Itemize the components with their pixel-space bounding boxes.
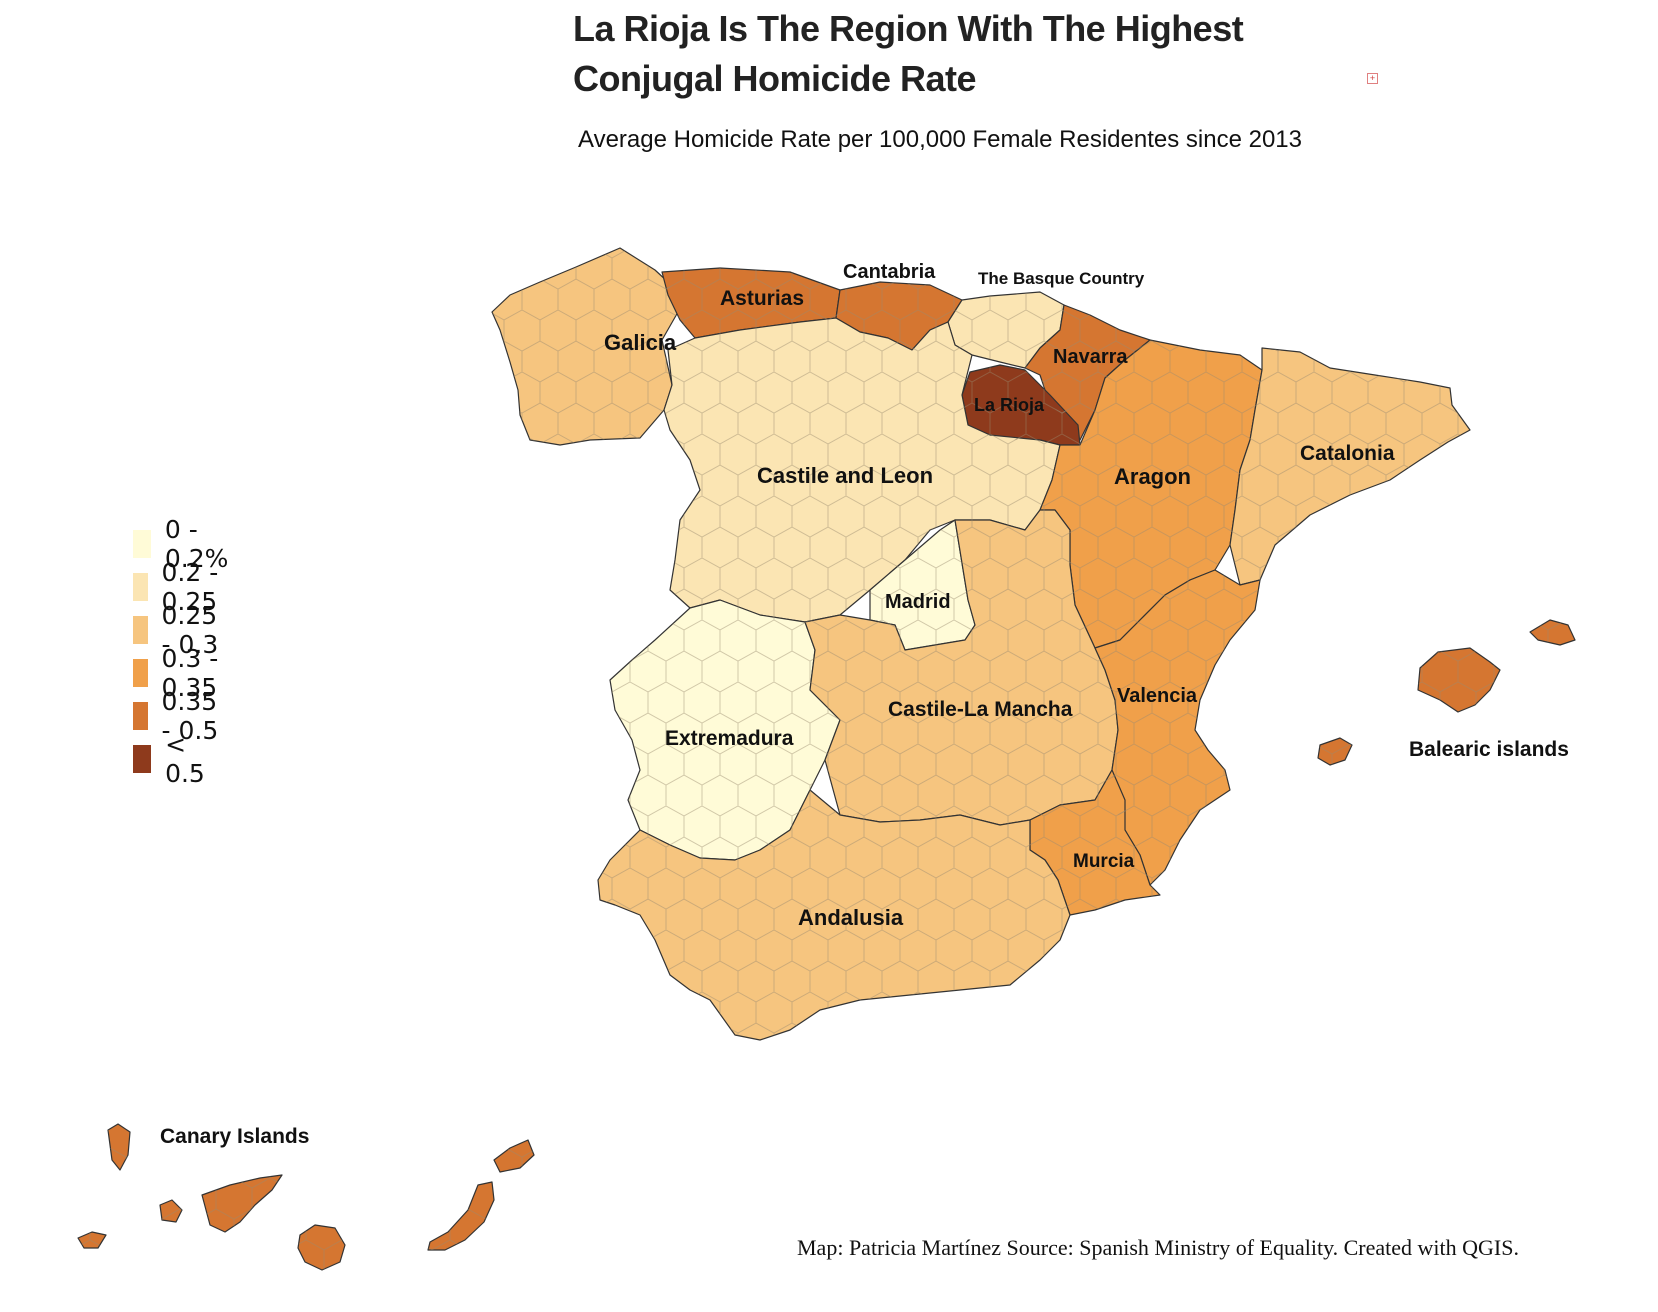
region-canary-lapalma[interactable] (107, 1123, 131, 1171)
region-canary-fuerteventura[interactable] (427, 1181, 495, 1251)
legend-swatch-2 (133, 616, 148, 644)
legend-swatch-1 (133, 573, 148, 601)
label-cantabria: Cantabria (843, 261, 936, 283)
legend-item-1: 0.2 - 0.25 (133, 558, 229, 616)
region-canary-grancanaria[interactable] (297, 1224, 346, 1271)
label-catalonia: Catalonia (1300, 442, 1395, 465)
legend-label-5: < 0.5 (165, 730, 205, 788)
legend-label-3: 0.3 - 0.35 (161, 644, 219, 702)
legend-item-3: 0.3 - 0.35 (133, 644, 229, 702)
label-basque: The Basque Country (978, 269, 1145, 288)
region-catalonia[interactable] (1229, 347, 1471, 586)
label-castile-la-mancha: Castile-La Mancha (888, 698, 1073, 721)
label-extremadura: Extremadura (665, 727, 794, 750)
legend-label-4: 0.35 - 0.5 (161, 687, 219, 745)
legend-swatch-0 (133, 530, 151, 558)
map-credit: Map: Patricia Martínez Source: Spanish M… (797, 1235, 1519, 1260)
label-valencia: Valencia (1117, 685, 1198, 707)
legend-item-2: 0.25 - 0.3 (133, 601, 229, 659)
label-castile-leon: Castile and Leon (757, 463, 933, 488)
region-canary-hierro[interactable] (77, 1231, 107, 1249)
legend-label-1: 0.2 - 0.25 (161, 558, 219, 616)
legend-item-0: 0 - 0.2% (133, 515, 237, 573)
map-subtitle: Average Homicide Rate per 100,000 Female… (578, 126, 1302, 153)
expand-icon[interactable]: + (1367, 73, 1378, 84)
label-murcia: Murcia (1073, 851, 1135, 872)
region-balearic-ibiza[interactable] (1317, 737, 1353, 766)
legend-item-5: < 0.5 (133, 730, 213, 788)
label-madrid: Madrid (885, 591, 951, 613)
region-canary-gomera[interactable] (159, 1199, 183, 1223)
legend-swatch-3 (133, 659, 148, 687)
region-canary-tenerife[interactable] (201, 1174, 283, 1233)
label-asturias: Asturias (720, 287, 804, 310)
legend-label-0: 0 - 0.2% (164, 515, 229, 573)
label-canary: Canary Islands (160, 1125, 309, 1148)
map-title: La Rioja Is The Region With The Highest … (573, 8, 1244, 99)
region-balearic-menorca[interactable] (1529, 619, 1576, 646)
label-balearic: Balearic islands (1409, 738, 1569, 761)
region-balearic-mallorca[interactable] (1417, 647, 1501, 713)
label-navarra: Navarra (1053, 346, 1128, 368)
label-andalusia: Andalusia (798, 905, 904, 930)
region-canary-lanzarote[interactable] (493, 1139, 535, 1173)
legend-swatch-4 (133, 702, 148, 730)
legend-label-2: 0.25 - 0.3 (161, 601, 219, 659)
label-rioja: La Rioja (974, 395, 1045, 415)
label-galicia: Galicia (604, 330, 677, 355)
legend-item-4: 0.35 - 0.5 (133, 687, 229, 745)
label-aragon: Aragon (1114, 464, 1191, 489)
legend-swatch-5 (133, 745, 152, 773)
